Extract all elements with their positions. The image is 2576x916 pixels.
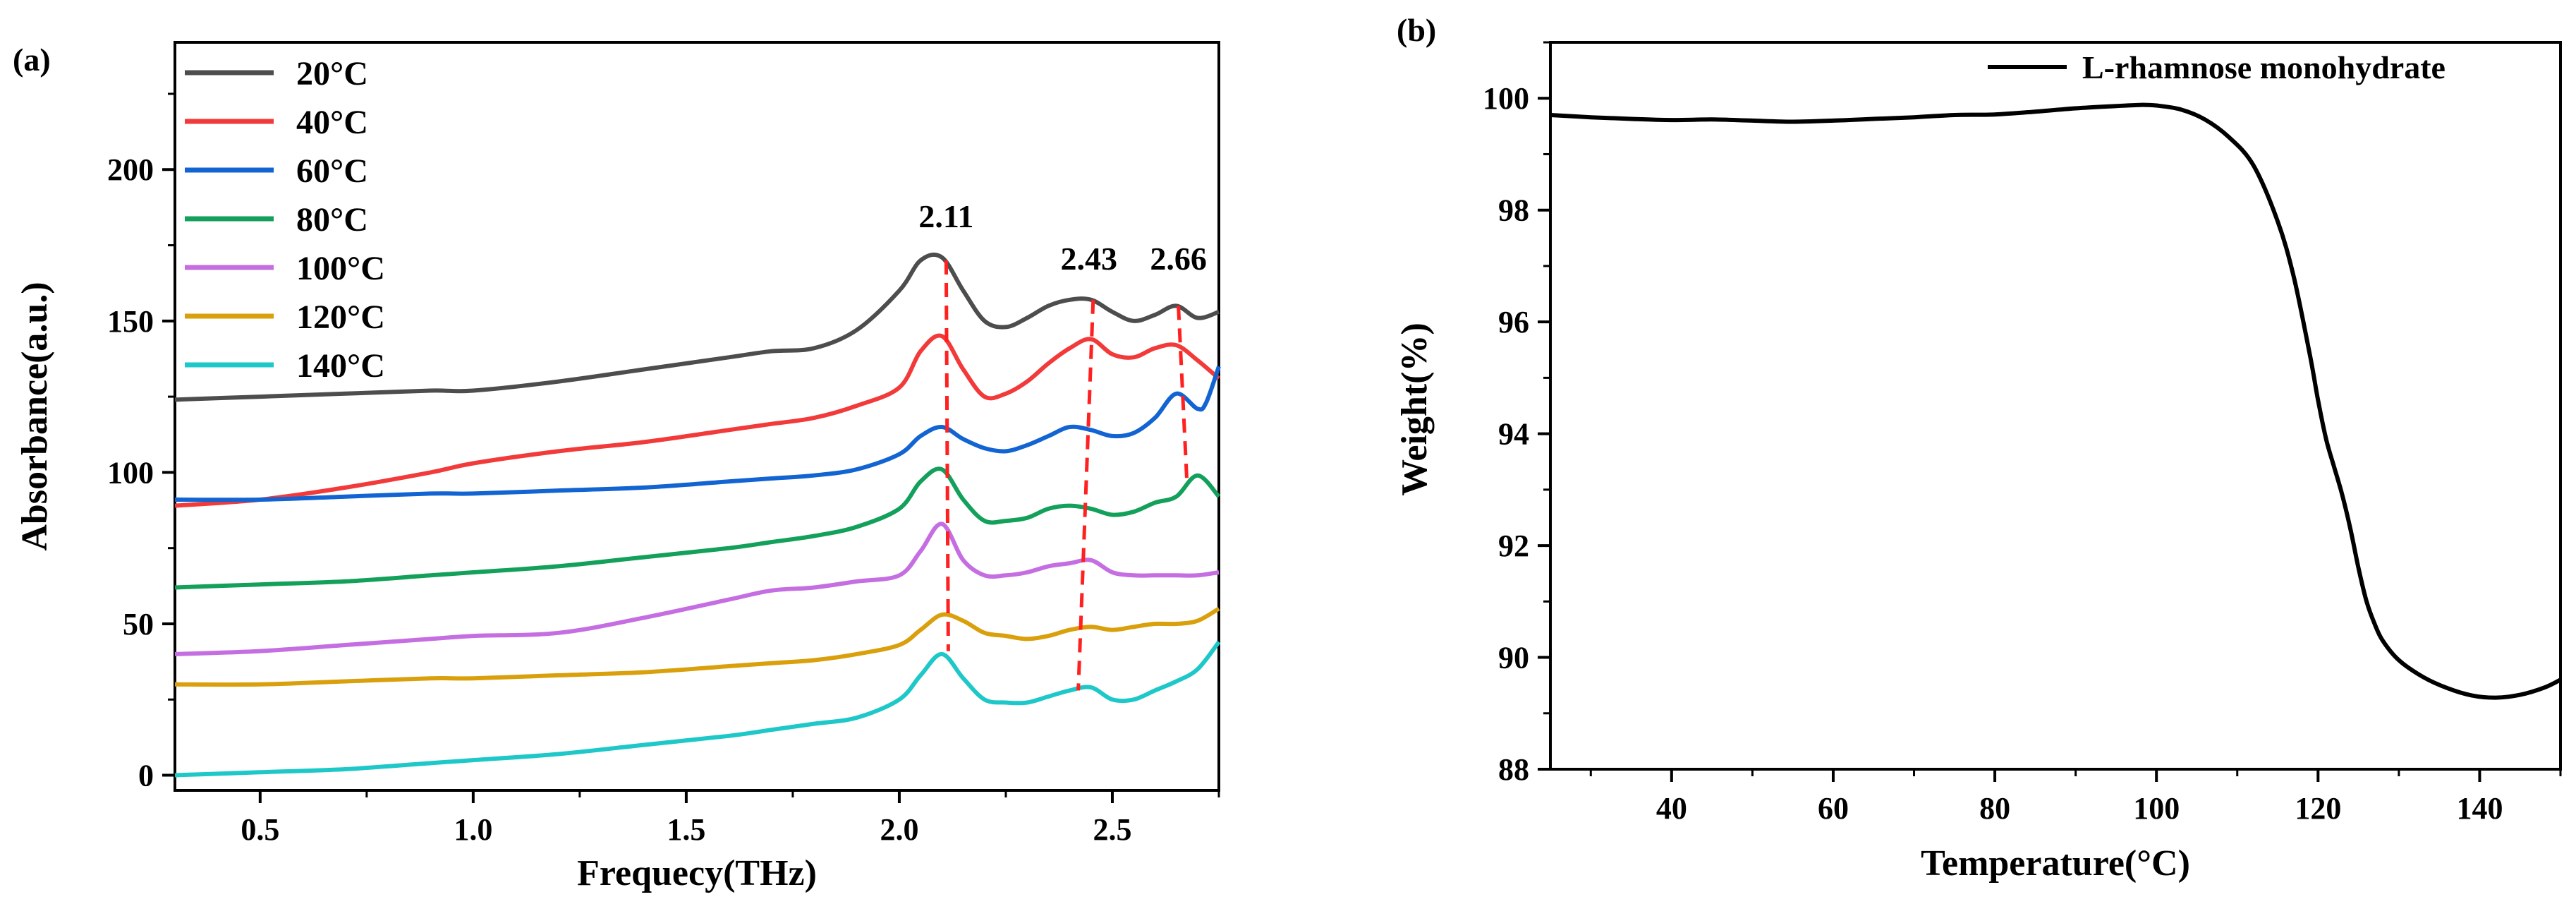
legend-label: 120°C	[296, 299, 385, 336]
series-line-120°C	[174, 606, 1220, 687]
series-line-40°C	[174, 333, 1220, 508]
x-tick-label: 2.5	[1093, 812, 1131, 847]
panel-a-y-axis-label: Absorbance(a.u.)	[15, 282, 55, 550]
x-tick-label: 2.0	[880, 812, 918, 847]
legend-label: 140°C	[296, 347, 385, 385]
peak-guide-line	[944, 260, 950, 651]
panel-a-x-axis-label: Frequecy(THz)	[577, 853, 817, 893]
y-tick-label: 96	[1498, 305, 1529, 339]
y-tick-label: 150	[107, 304, 154, 339]
peak-label: 2.66	[1150, 241, 1207, 277]
peak-label: 2.11	[918, 198, 973, 234]
panel-a-series-group	[174, 252, 1221, 778]
y-tick-label: 92	[1498, 529, 1529, 563]
panel-b-axes-frame	[1549, 41, 2562, 771]
panel-b: (b) 40 60 80 100 120 140 88 90 92 94 96 98 100 L-rh…	[1395, 12, 2562, 884]
panel-a-label: (a)	[13, 42, 51, 78]
legend-label: 40°C	[296, 104, 368, 141]
panel-a-legend: 20°C 40°C 60°C 80°C 100°C 120°C 140°C	[185, 55, 385, 385]
panel-b-legend: L-rhamnose monohydrate	[1988, 49, 2446, 85]
y-tick-label: 88	[1498, 752, 1529, 787]
panel-a-y-ticks: 0 50 100 150 200	[107, 92, 175, 793]
series-line-100°C	[174, 522, 1220, 656]
panel-b-series-group	[1550, 102, 2562, 700]
legend-label: 20°C	[296, 55, 368, 92]
panel-a-x-ticks: 0.5 1.0 1.5 2.0 2.5	[241, 790, 1220, 847]
panel-a-axes-frame	[174, 41, 1220, 792]
x-tick-label: 40	[1656, 791, 1687, 826]
series-line-60°C	[174, 366, 1221, 502]
panel-b-x-axis-label: Temperature(°C)	[1921, 843, 2190, 884]
y-tick-label: 100	[107, 455, 154, 490]
y-tick-label: 50	[123, 607, 154, 641]
series-line-weight	[1550, 102, 2562, 700]
panel-b-y-ticks: 88 90 92 94 96 98 100	[1483, 41, 1550, 787]
x-tick-label: 100	[2133, 791, 2180, 826]
y-tick-label: 200	[107, 152, 154, 187]
y-tick-label: 98	[1498, 193, 1529, 228]
panel-a-annotations: 2.11 2.43 2.66	[918, 198, 1207, 691]
legend-label: 60°C	[296, 152, 368, 190]
x-tick-label: 1.5	[667, 812, 705, 847]
panel-b-label: (b)	[1397, 12, 1436, 48]
legend-label: 80°C	[296, 201, 368, 239]
panel-b-y-axis-label: Weight(%)	[1395, 323, 1435, 496]
x-tick-label: 80	[1979, 791, 2010, 826]
y-tick-label: 94	[1498, 417, 1529, 452]
legend-label: 100°C	[296, 250, 385, 287]
panel-a: (a) 0.5 1.0 1.5 2.0 2.5 0 50 100 150 200 2.11 2.4…	[13, 41, 1221, 893]
y-tick-label: 0	[138, 759, 154, 793]
series-line-140°C	[174, 640, 1221, 778]
x-tick-label: 60	[1818, 791, 1849, 826]
peak-guide-line	[1177, 306, 1189, 482]
series-line-80°C	[174, 466, 1221, 590]
peak-label: 2.43	[1061, 241, 1118, 277]
x-tick-label: 1.0	[454, 812, 492, 847]
y-tick-label: 100	[1483, 81, 1529, 116]
x-tick-label: 120	[2295, 791, 2341, 826]
y-tick-label: 90	[1498, 641, 1529, 675]
legend-label: L-rhamnose monohydrate	[2082, 49, 2446, 85]
peak-guide-line	[1076, 299, 1095, 691]
series-line-20°C	[174, 252, 1220, 402]
panel-b-x-ticks: 40 60 80 100 120 140	[1589, 769, 2562, 826]
x-tick-label: 0.5	[241, 812, 279, 847]
x-tick-label: 140	[2456, 791, 2503, 826]
